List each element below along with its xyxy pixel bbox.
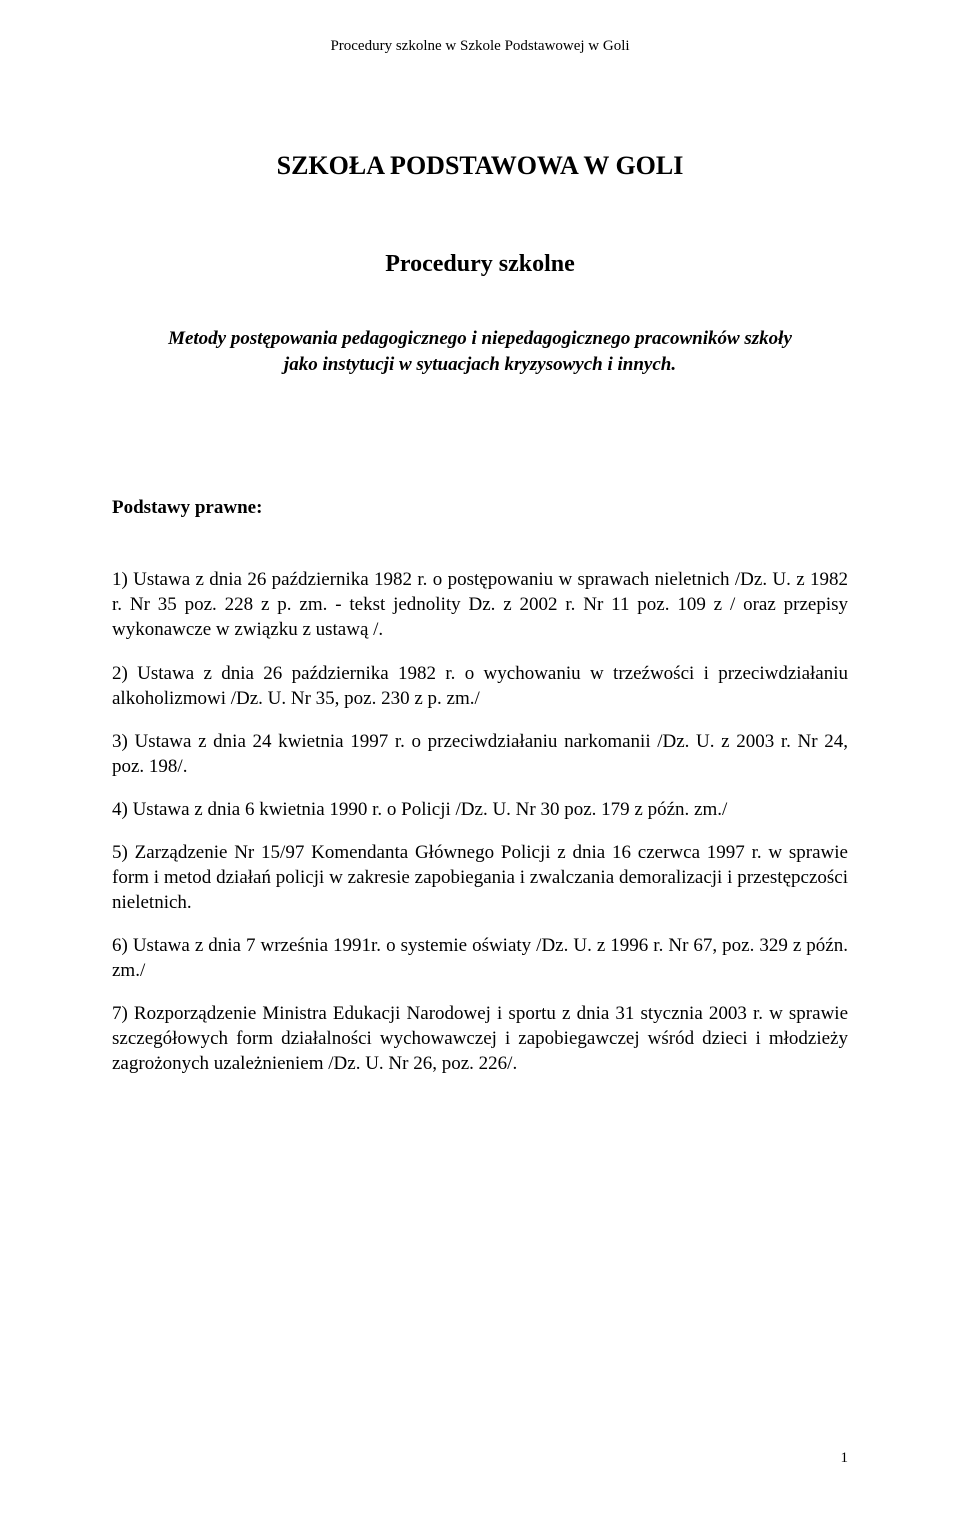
legal-item-5: 5) Zarządzenie Nr 15/97 Komendanta Główn… (112, 840, 848, 915)
document-page: Procedury szkolne w Szkole Podstawowej w… (0, 0, 960, 1515)
legal-item-4: 4) Ustawa z dnia 6 kwietnia 1990 r. o Po… (112, 797, 848, 822)
legal-item-6: 6) Ustawa z dnia 7 września 1991r. o sys… (112, 933, 848, 983)
legal-item-1: 1) Ustawa z dnia 26 października 1982 r.… (112, 567, 848, 642)
legal-item-3: 3) Ustawa z dnia 24 kwietnia 1997 r. o p… (112, 729, 848, 779)
page-number: 1 (841, 1450, 849, 1467)
legal-item-2: 2) Ustawa z dnia 26 października 1982 r.… (112, 661, 848, 711)
section-heading: Podstawy prawne: (112, 497, 848, 519)
methods-line-2: jako instytucji w sytuacjach kryzysowych… (284, 354, 676, 375)
main-title: SZKOŁA PODSTAWOWA W GOLI (112, 151, 848, 181)
methods-line-1: Metody postępowania pedagogicznego i nie… (168, 328, 792, 349)
subtitle: Procedury szkolne (112, 251, 848, 278)
running-header: Procedury szkolne w Szkole Podstawowej w… (112, 38, 848, 55)
methods-block: Metody postępowania pedagogicznego i nie… (112, 326, 848, 377)
legal-item-7: 7) Rozporządzenie Ministra Edukacji Naro… (112, 1001, 848, 1076)
